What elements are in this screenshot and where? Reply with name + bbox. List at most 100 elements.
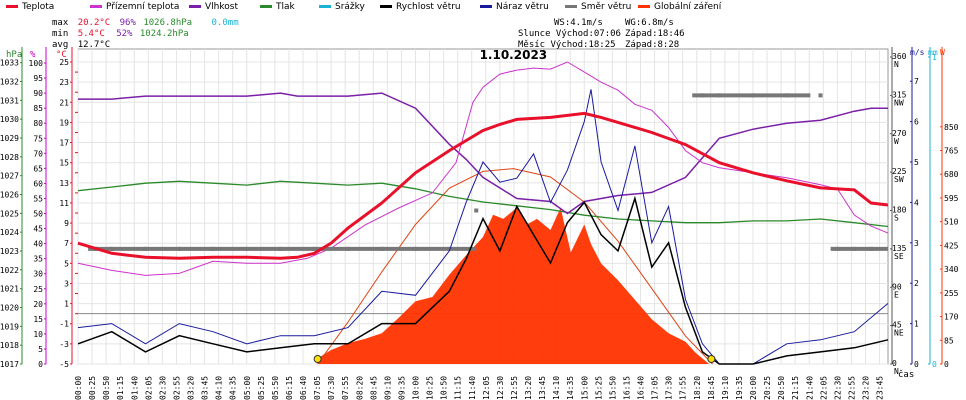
x-tick-label: 18:20 <box>693 376 702 400</box>
x-tick-label: 21:15 <box>791 376 800 400</box>
x-tick-label: 10:25 <box>426 376 435 400</box>
direction-tick-label: 45 <box>892 321 902 330</box>
humidity-tick-label: 80 <box>33 119 43 128</box>
legend-item-solar: Globální záření <box>638 2 721 12</box>
pressure-tick-label: 1022 <box>0 266 19 275</box>
x-tick-label: 11:40 <box>468 376 477 400</box>
x-tick-label: 22:55 <box>847 376 856 400</box>
series-humidity <box>78 92 888 215</box>
x-tick-label: 20:50 <box>777 376 786 400</box>
pressure-tick-label: 1018 <box>0 341 19 350</box>
stats-wind-gust: WG:6.8m/s <box>625 18 674 28</box>
radiation-tick-label: 765 <box>944 146 959 155</box>
radiation-tick-label: 680 <box>944 170 959 179</box>
temperature-tick-label: 5 <box>64 259 69 268</box>
x-tick-label: 17:30 <box>665 376 674 400</box>
radiation-tick-label: 85 <box>944 336 954 345</box>
legend-item-wind-gust: Náraz větru <box>480 2 549 12</box>
temperature-tick-label: 13 <box>59 179 69 188</box>
humidity-tick-label: 70 <box>33 149 43 158</box>
wind-tick-label: 6 <box>914 118 919 127</box>
x-tick-label: 21:40 <box>805 376 814 400</box>
temperature-tick-label: 9 <box>64 219 69 228</box>
pressure-tick-label: 1020 <box>0 303 19 312</box>
x-tick-label: 01:40 <box>130 376 139 400</box>
temperature-tick-label: 15 <box>59 159 69 168</box>
pressure-tick-label: 1030 <box>0 115 19 124</box>
humidity-tick-label: 5 <box>38 345 43 354</box>
stats-sunrise: Slunce Východ:07:06 <box>518 29 621 39</box>
temperature-tick-label: -5 <box>59 360 69 369</box>
series-temperature <box>77 111 889 260</box>
rain-axis-unit: mm <box>928 48 938 57</box>
x-tick-label: 09:35 <box>397 376 406 400</box>
humidity-tick-label: 30 <box>33 270 43 279</box>
pressure-tick-label: 1025 <box>0 209 19 218</box>
direction-tick-label: S <box>894 214 899 223</box>
temperature-tick-label: 19 <box>59 118 69 127</box>
x-tick-label: 08:45 <box>369 376 378 400</box>
rain-tick-label: 1 <box>932 53 937 62</box>
stats-avg-row: avg 12.7°C <box>52 40 111 50</box>
pressure-tick-label: 1032 <box>0 77 19 86</box>
wind-tick-label: 2 <box>914 279 919 288</box>
wind-tick-label: 3 <box>914 239 919 248</box>
x-tick-label: 12:30 <box>496 376 505 400</box>
stats-max-row: max 20.2°C 96% 1026.8hPa 0.0mm <box>52 18 239 28</box>
x-tick-label: 02:30 <box>158 376 167 400</box>
x-tick-label: 00:25 <box>88 376 97 400</box>
pressure-tick-label: 1026 <box>0 190 19 199</box>
radiation-tick-label: 425 <box>944 241 959 250</box>
x-tick-label: 19:35 <box>735 376 744 400</box>
rain-tick-label: 0 <box>932 360 937 369</box>
humidity-tick-label: 55 <box>33 194 43 203</box>
direction-tick-label: SW <box>894 175 904 184</box>
humidity-tick-label: 90 <box>33 89 43 98</box>
direction-tick-label: SE <box>894 252 904 261</box>
sunset-marker <box>707 355 716 363</box>
x-tick-label: 20:25 <box>763 376 772 400</box>
x-tick-label: 03:20 <box>187 376 196 400</box>
humidity-tick-label: 35 <box>33 255 43 264</box>
legend-item-wind-speed: Rychlost větru <box>380 2 461 12</box>
sunrise-marker <box>313 355 322 363</box>
direction-tick-label: W <box>894 137 899 146</box>
x-tick-label: 07:30 <box>327 376 336 400</box>
temperature-tick-label: 3 <box>64 279 69 288</box>
x-tick-label: 10:00 <box>412 376 421 400</box>
pressure-axis-unit: hPa <box>6 50 22 60</box>
wind-tick-label: 0 <box>914 360 919 369</box>
temperature-tick-label: 11 <box>59 199 69 208</box>
radiation-tick-label: 595 <box>944 194 959 203</box>
x-tick-label: 22:05 <box>819 376 828 400</box>
temperature-tick-label: 17 <box>59 139 69 148</box>
direction-tick-label: NE <box>894 329 904 338</box>
stats-wind-speed: WS:4.1m/s <box>554 18 603 28</box>
x-tick-label: 07:55 <box>341 376 350 400</box>
x-tick-label: 00:50 <box>102 376 111 400</box>
humidity-tick-label: 15 <box>33 315 43 324</box>
pressure-tick-label: 1028 <box>0 153 19 162</box>
x-tick-label: 20:00 <box>749 376 758 400</box>
direction-tick-label: 315 <box>892 90 907 99</box>
x-tick-label: 17:05 <box>651 376 660 400</box>
radiation-tick-label: 510 <box>944 218 959 227</box>
x-tick-label: 06:40 <box>299 376 308 400</box>
radiation-tick-label: 170 <box>944 313 959 322</box>
x-tick-label: 14:35 <box>566 376 575 400</box>
pressure-tick-label: 1033 <box>0 59 19 68</box>
humidity-tick-label: 25 <box>33 285 43 294</box>
wind-tick-label: 1 <box>914 320 919 329</box>
x-tick-label: 05:00 <box>243 376 252 400</box>
pressure-tick-label: 1031 <box>0 96 19 105</box>
direction-tick-label: 225 <box>892 167 907 176</box>
wind-direction-point <box>818 93 823 98</box>
humidity-tick-label: 60 <box>33 179 43 188</box>
wind-tick-label: 4 <box>914 198 919 207</box>
x-tick-label: 00:00 <box>74 376 83 400</box>
direction-tick-label: N <box>894 60 899 69</box>
humidity-tick-label: 20 <box>33 300 43 309</box>
wind-axis-unit: m/s <box>910 48 925 57</box>
pressure-tick-label: 1019 <box>0 322 19 331</box>
x-tick-label: 09:10 <box>383 376 392 400</box>
